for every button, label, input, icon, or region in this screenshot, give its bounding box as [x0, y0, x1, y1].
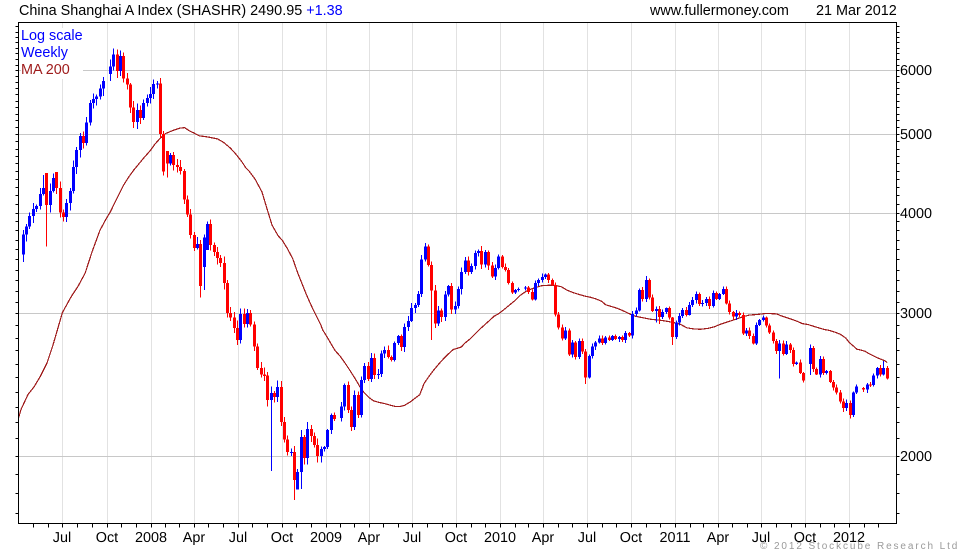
svg-text:2008: 2008	[135, 530, 167, 546]
svg-text:5000: 5000	[900, 127, 932, 143]
svg-text:Oct: Oct	[445, 530, 467, 546]
svg-text:Jul: Jul	[578, 530, 596, 546]
svg-text:Oct: Oct	[271, 530, 293, 546]
svg-text:Jul: Jul	[53, 530, 71, 546]
svg-text:Jul: Jul	[229, 530, 247, 546]
svg-text:Oct: Oct	[620, 530, 642, 546]
svg-text:2011: 2011	[660, 530, 691, 546]
svg-text:2012: 2012	[833, 530, 865, 546]
svg-text:Oct: Oct	[794, 530, 816, 546]
svg-text:Apr: Apr	[358, 530, 381, 546]
svg-text:4000: 4000	[900, 206, 932, 222]
svg-text:2010: 2010	[484, 530, 516, 546]
svg-text:6000: 6000	[900, 63, 932, 79]
svg-text:3000: 3000	[900, 306, 932, 322]
svg-text:Jul: Jul	[403, 530, 421, 546]
svg-text:2009: 2009	[310, 530, 342, 546]
svg-text:Oct: Oct	[96, 530, 118, 546]
svg-text:Apr: Apr	[532, 530, 555, 546]
svg-text:Apr: Apr	[707, 530, 730, 546]
svg-text:Jul: Jul	[752, 530, 770, 546]
svg-text:2000: 2000	[900, 449, 932, 465]
svg-text:Apr: Apr	[183, 530, 206, 546]
